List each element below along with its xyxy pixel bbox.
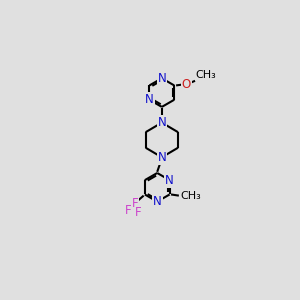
Text: N: N [153, 195, 162, 208]
Text: N: N [158, 72, 166, 85]
Text: CH₃: CH₃ [196, 70, 216, 80]
Text: O: O [182, 78, 191, 91]
Text: N: N [145, 93, 154, 106]
Text: F: F [125, 204, 132, 217]
Text: F: F [132, 197, 138, 210]
Text: CH₃: CH₃ [180, 190, 201, 201]
Text: F: F [135, 206, 142, 218]
Text: N: N [158, 116, 166, 129]
Text: N: N [158, 151, 166, 164]
Text: N: N [165, 174, 174, 187]
